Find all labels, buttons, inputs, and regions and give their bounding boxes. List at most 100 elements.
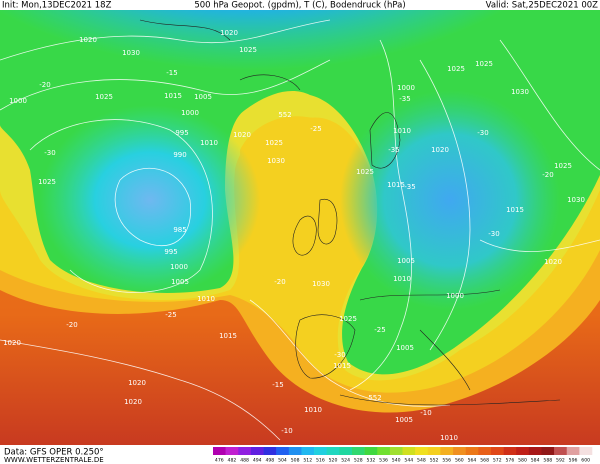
colorbar-label: 482 (228, 458, 237, 464)
map-label: 1000 (397, 84, 415, 92)
map-label: -35 (399, 95, 410, 103)
map-label: -35 (404, 183, 415, 191)
map-label: 1025 (339, 315, 357, 323)
colorbar-label: 596 (569, 458, 578, 464)
map-label: 1015 (333, 362, 351, 370)
colorbar-cell (301, 447, 315, 455)
map-label: 1030 (267, 157, 285, 165)
map-label: -30 (334, 351, 345, 359)
colorbar-cell (478, 447, 492, 455)
map-label: 1005 (397, 257, 415, 265)
map-label: 1020 (233, 131, 251, 139)
map-label: 995 (175, 129, 188, 137)
map-label: 1025 (265, 139, 283, 147)
colorbar-label: 548 (417, 458, 426, 464)
map-label: 1000 (9, 97, 27, 105)
colorbar-label: 588 (543, 458, 552, 464)
colorbar-label: 572 (493, 458, 502, 464)
colorbar-cell (377, 447, 391, 455)
colorbar-label: 552 (430, 458, 439, 464)
map-label: 995 (164, 248, 177, 256)
colorbar-label: 504 (278, 458, 287, 464)
map-label: 1020 (431, 146, 449, 154)
init-time: Init: Mon,13DEC2021 18Z (2, 1, 112, 11)
map-label: 1030 (312, 280, 330, 288)
map-label: -20 (274, 278, 285, 286)
map-label: 1005 (171, 278, 189, 286)
map-title: 500 hPa Geopot. (gpdm), T (C), Bodendruc… (194, 1, 405, 11)
colorbar-cell (528, 447, 542, 455)
colorbar-cell (554, 447, 568, 455)
map-label: 1000 (446, 292, 464, 300)
map-label: 1010 (304, 406, 322, 414)
map-label: 1000 (170, 263, 188, 271)
map-label: 1020 (220, 29, 238, 37)
map-label: -20 (66, 321, 77, 329)
map-label: 1010 (200, 139, 218, 147)
map-label: 1025 (356, 168, 374, 176)
colorbar-cell (579, 447, 593, 455)
colorbar-cell (263, 447, 277, 455)
colorbar-label: 498 (265, 458, 274, 464)
map-label: -20 (542, 171, 553, 179)
colorbar-cell (364, 447, 378, 455)
colorbar-label: 568 (480, 458, 489, 464)
map-label: 552 (278, 111, 291, 119)
colorbar-cell (415, 447, 429, 455)
map-label: 1025 (239, 46, 257, 54)
map-label: -10 (281, 427, 292, 435)
map-label: -15 (166, 69, 177, 77)
map-label: 1000 (181, 109, 199, 117)
colorbar-cell (326, 447, 340, 455)
map-label: -20 (39, 81, 50, 89)
colorbar-label: 532 (367, 458, 376, 464)
colorbar-cell (516, 447, 530, 455)
contours (0, 19, 600, 441)
colorbar-label: 520 (329, 458, 338, 464)
map-label: 1015 (506, 206, 524, 214)
map-label: -25 (374, 326, 385, 334)
colorbar-label: 576 (505, 458, 514, 464)
map-label: 1020 (544, 258, 562, 266)
colorbar-label: 544 (404, 458, 413, 464)
map-label: 1020 (128, 379, 146, 387)
header-band (0, 0, 600, 10)
map-label: 1025 (475, 60, 493, 68)
map-label: 1010 (197, 295, 215, 303)
colorbar-cell (238, 447, 252, 455)
eastern-trough (340, 90, 560, 310)
colorbar-cell (250, 447, 264, 455)
map-label: 1025 (38, 178, 56, 186)
colorbar-label: 536 (379, 458, 388, 464)
colorbar-cell (440, 447, 454, 455)
colorbar-cell (351, 447, 365, 455)
colorbar-label: 564 (468, 458, 477, 464)
map-label: 990 (173, 151, 186, 159)
map-label: 1020 (124, 398, 142, 406)
colorbar-cell (465, 447, 479, 455)
colorbar-label: 476 (215, 458, 224, 464)
colorbar-label: 560 (455, 458, 464, 464)
map-label: 1020 (3, 339, 21, 347)
map-label: 1020 (79, 36, 97, 44)
colorbar-label: 592 (556, 458, 565, 464)
colorbar-label: 494 (253, 458, 262, 464)
colorbar-label: 488 (240, 458, 249, 464)
data-source: Data: GFS OPER 0.250° (4, 448, 104, 458)
map-label: -10 (420, 409, 431, 417)
central-ridge (240, 116, 360, 300)
colorbar-cell (288, 447, 302, 455)
colorbar-cell (276, 447, 290, 455)
colorbar-cell (314, 447, 327, 455)
colorbar-cell (453, 447, 466, 455)
map-label: 1005 (396, 344, 414, 352)
colorbar-label: 508 (291, 458, 300, 464)
colorbar-cell (339, 447, 353, 455)
map-label: 552 (368, 394, 381, 402)
map-label: 1010 (393, 127, 411, 135)
colorbar-cell (541, 447, 555, 455)
website: WWW.WETTERZENTRALE.DE (4, 456, 104, 464)
map-label: 1025 (95, 93, 113, 101)
map-label: -35 (388, 146, 399, 154)
